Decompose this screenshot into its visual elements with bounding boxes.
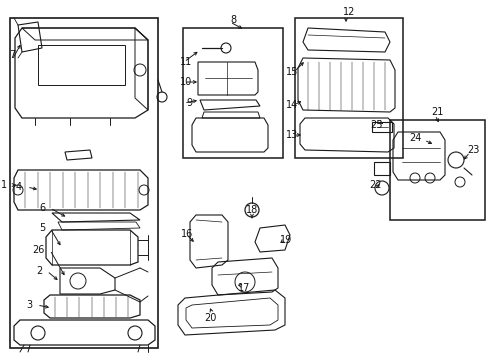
Text: 20: 20 bbox=[204, 313, 216, 323]
Text: 23: 23 bbox=[467, 145, 480, 155]
Text: 18: 18 bbox=[246, 205, 258, 215]
Bar bbox=[183, 28, 283, 158]
Text: 24: 24 bbox=[410, 133, 422, 143]
Text: 22: 22 bbox=[369, 180, 381, 190]
Text: 5: 5 bbox=[39, 223, 45, 233]
Text: 4: 4 bbox=[16, 182, 22, 192]
Text: 11: 11 bbox=[180, 57, 192, 67]
Text: 3: 3 bbox=[26, 300, 32, 310]
Bar bbox=[295, 18, 403, 158]
Text: 26: 26 bbox=[33, 245, 45, 255]
Text: 2: 2 bbox=[36, 266, 42, 276]
Bar bbox=[10, 18, 158, 348]
Text: 1: 1 bbox=[1, 180, 7, 190]
Text: 6: 6 bbox=[39, 203, 45, 213]
Text: 13: 13 bbox=[286, 130, 298, 140]
Text: 12: 12 bbox=[343, 7, 355, 17]
Bar bbox=[390, 120, 485, 220]
Text: 21: 21 bbox=[431, 107, 443, 117]
Text: 17: 17 bbox=[238, 283, 250, 293]
Text: 10: 10 bbox=[180, 77, 192, 87]
Text: 14: 14 bbox=[286, 100, 298, 110]
Text: 15: 15 bbox=[286, 67, 298, 77]
Text: 19: 19 bbox=[280, 235, 292, 245]
Text: 9: 9 bbox=[186, 98, 192, 108]
Text: 25: 25 bbox=[370, 120, 382, 130]
Text: 16: 16 bbox=[181, 229, 193, 239]
Text: 7: 7 bbox=[9, 50, 15, 60]
Text: 8: 8 bbox=[230, 15, 236, 25]
